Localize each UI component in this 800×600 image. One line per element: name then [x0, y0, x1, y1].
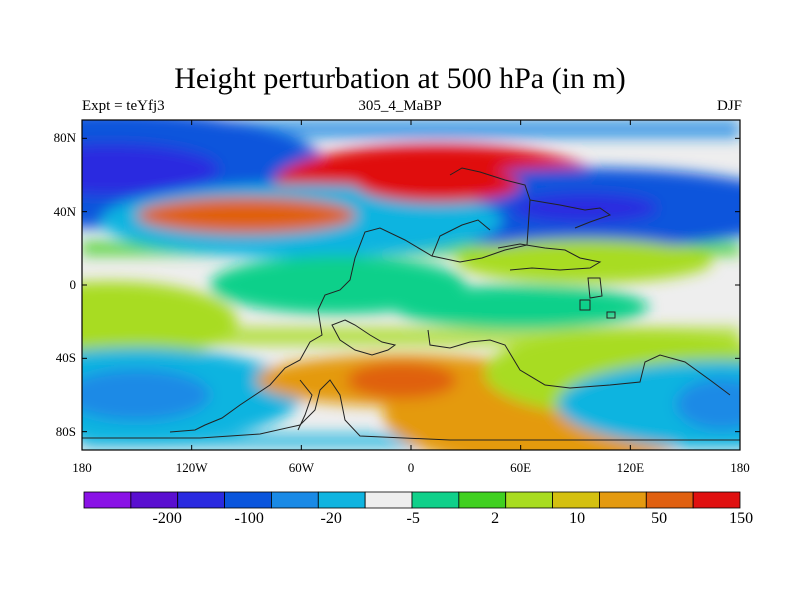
colorbar-swatch: [458, 491, 507, 509]
x-tick-label: 180: [72, 460, 92, 475]
field-anomaly: [392, 285, 649, 329]
colorbar-label: 150: [729, 510, 754, 527]
colorbar-swatch: [83, 491, 132, 509]
x-tick-label: 60E: [510, 460, 532, 475]
x-tick-label: 120W: [175, 460, 208, 475]
colorbar-swatch: [552, 491, 600, 509]
colorbar: [83, 491, 741, 509]
y-tick-label: 80S: [55, 423, 76, 439]
colorbar-swatch: [505, 491, 553, 509]
colorbar-label: -5: [406, 510, 420, 527]
colorbar-swatch: [692, 491, 741, 509]
y-tick-label: 40N: [53, 203, 76, 219]
field-core: [347, 362, 457, 399]
season-label: DJF: [716, 98, 742, 114]
field-anomaly: [456, 239, 713, 284]
time-slice-label: 305_4_MaBP: [358, 98, 442, 114]
experiment-label: Expt = teYfj3: [82, 98, 165, 114]
colorbar-swatch: [364, 491, 413, 509]
colorbar-label: -200: [152, 510, 182, 527]
height-field: [82, 120, 740, 450]
field-core: [82, 143, 220, 196]
x-tick-label: 180: [730, 460, 750, 475]
colorbar-swatch: [317, 491, 366, 509]
colorbar-label: -100: [234, 510, 264, 527]
x-tick-label: 120E: [616, 460, 645, 475]
x-tick-label: 0: [407, 460, 415, 475]
colorbar-swatch: [177, 491, 225, 509]
colorbar-swatch: [645, 491, 694, 509]
field-anomaly: [82, 281, 238, 362]
y-tick-label: 0: [69, 277, 77, 292]
y-tick-label: 40S: [55, 350, 76, 366]
coastlines: [82, 167, 740, 441]
colorbar-swatch: [224, 491, 272, 509]
colorbar-label: 2: [491, 510, 500, 527]
field-anomaly: [557, 360, 740, 449]
colorbar-swatch: [271, 491, 319, 509]
x-tick-label: 60W: [288, 460, 314, 475]
colorbar-label: 50: [651, 510, 668, 527]
colorbar-label: 10: [569, 510, 586, 527]
field-core: [82, 369, 210, 421]
page-title: Height perturbation at 500 hPa (in m): [174, 62, 626, 95]
colorbar-swatch: [130, 491, 179, 509]
colorbar-swatch: [411, 491, 460, 509]
axis-ticks: [81, 120, 741, 450]
colorbar-label: -20: [320, 510, 342, 527]
field-core: [511, 193, 658, 223]
field-core: [356, 165, 521, 203]
field-core: [676, 378, 740, 430]
field-core: [136, 197, 357, 234]
y-tick-label: 80N: [53, 130, 76, 146]
colorbar-swatch: [599, 491, 647, 509]
